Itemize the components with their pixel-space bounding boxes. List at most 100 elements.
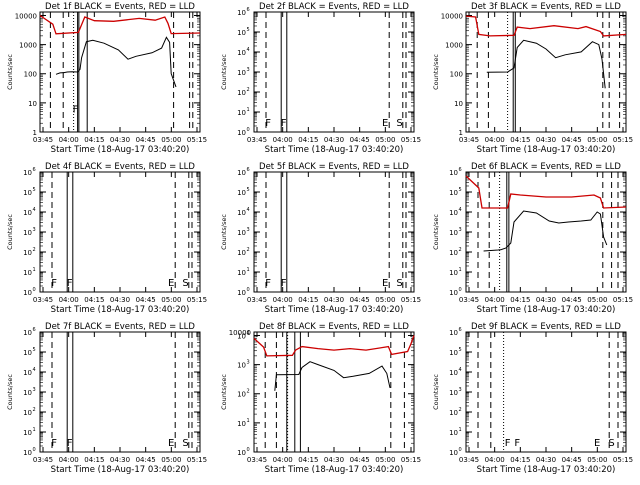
- x-axis-label: Start Time (18-Aug-17 03:40:20): [51, 145, 190, 155]
- flag-label: F: [514, 438, 520, 449]
- y-tick-exponent: 0: [33, 287, 36, 293]
- plot-frame: [253, 11, 415, 133]
- y-tick-exponent: 2: [33, 247, 36, 253]
- y-tick-exponent: 5: [247, 27, 250, 33]
- panel-4: Det 4f BLACK = Events, RED = LLD Counts/s…: [6, 162, 207, 315]
- x-tick-label: 04:00: [59, 456, 79, 464]
- x-tick-label: 04:30: [324, 296, 344, 304]
- y-tick-label: 10: [23, 209, 32, 217]
- panel-title: Det 8f BLACK = Events, RED = LLD: [259, 322, 409, 332]
- y-tick-label: 10: [23, 229, 32, 237]
- y-tick-exponent: 4: [247, 207, 250, 213]
- y-axis-label: Counts/sec: [220, 374, 228, 410]
- flag-label: E: [168, 278, 174, 289]
- y-tick-exponent: 1: [33, 427, 36, 433]
- x-tick-label: 04:15: [510, 296, 530, 304]
- y-tick-exponent: 4: [247, 330, 250, 336]
- x-tick-label: 05:15: [401, 136, 421, 144]
- y-tick-label: 10: [23, 369, 32, 377]
- y-axis-label: Counts/sec: [220, 54, 228, 90]
- y-tick-label: 10: [449, 329, 458, 337]
- lld-rate-line: [465, 15, 627, 37]
- y-tick-label: 10: [23, 249, 32, 257]
- y-tick-exponent: 4: [459, 207, 462, 213]
- x-axis-label: Start Time (18-Aug-17 03:40:20): [51, 305, 190, 315]
- flag-label: F: [265, 118, 271, 129]
- x-tick-label: 04:00: [273, 296, 293, 304]
- x-tick-label: 04:45: [136, 136, 156, 144]
- y-tick-label: 1: [459, 129, 463, 137]
- y-tick-exponent: 1: [247, 418, 250, 424]
- y-tick-label: 10000: [15, 12, 37, 20]
- y-tick-label: 10: [23, 289, 32, 297]
- x-tick-label: 05:15: [401, 456, 421, 464]
- panel-5: Det 5f BLACK = Events, RED = LLD Counts/s…: [220, 162, 421, 315]
- y-tick-exponent: 0: [33, 447, 36, 453]
- x-tick-label: 03:45: [459, 456, 479, 464]
- y-tick-exponent: 2: [33, 407, 36, 413]
- lld-rate-line: [465, 175, 627, 209]
- y-tick-exponent: 2: [459, 247, 462, 253]
- y-tick-exponent: 1: [459, 427, 462, 433]
- panel-1: Det 1f BLACK = Events, RED = LLD Counts/s…: [6, 2, 207, 155]
- x-tick-label: 03:45: [247, 456, 267, 464]
- x-tick-label: 04:45: [350, 296, 370, 304]
- y-tick-exponent: 3: [247, 360, 250, 366]
- plot-frame: [39, 171, 201, 293]
- x-tick-label: 04:15: [298, 456, 318, 464]
- y-tick-exponent: 4: [459, 367, 462, 373]
- x-tick-label: 03:45: [33, 136, 53, 144]
- panel-8: Det 8f BLACK = Events, RED = LLD Counts/s…: [220, 322, 421, 475]
- x-tick-label: 05:15: [187, 456, 207, 464]
- plot-frame: [253, 171, 415, 293]
- y-tick-label: 10: [23, 269, 32, 277]
- plot-frame: [465, 331, 627, 453]
- y-tick-label: 100: [24, 71, 37, 79]
- x-tick-label: 05:00: [161, 456, 181, 464]
- x-tick-label: 05:00: [587, 136, 607, 144]
- y-tick-exponent: 6: [247, 167, 250, 173]
- lld-rate-line: [253, 335, 415, 357]
- x-tick-label: 05:15: [613, 456, 633, 464]
- flag-label: F: [265, 278, 271, 289]
- x-axis-label: Start Time (18-Aug-17 03:40:20): [265, 465, 404, 475]
- y-tick-exponent: 2: [459, 407, 462, 413]
- event-rate-line: [55, 36, 177, 88]
- panel-title: Det 2f BLACK = Events, RED = LLD: [259, 2, 409, 12]
- y-tick-label: 10: [237, 362, 246, 370]
- y-tick-exponent: 1: [33, 267, 36, 273]
- y-tick-exponent: 1: [247, 267, 250, 273]
- flag-label: E: [382, 278, 388, 289]
- y-tick-label: 10: [237, 249, 246, 257]
- flag-label: F: [51, 438, 57, 449]
- panel-title: Det 1f BLACK = Events, RED = LLD: [45, 2, 195, 12]
- y-tick-exponent: 0: [247, 447, 250, 453]
- flag-label: E: [168, 438, 174, 449]
- x-tick-label: 05:15: [187, 296, 207, 304]
- x-tick-label: 04:30: [536, 296, 556, 304]
- y-tick-label: 1: [33, 129, 37, 137]
- y-tick-label: 10: [449, 189, 458, 197]
- x-tick-label: 04:45: [562, 136, 582, 144]
- y-tick-exponent: 1: [459, 267, 462, 273]
- y-tick-label: 10: [237, 49, 246, 57]
- y-tick-label: 10: [237, 129, 246, 137]
- y-tick-exponent: 2: [247, 87, 250, 93]
- lld-rate-line: [39, 14, 201, 35]
- y-tick-label: 10: [23, 169, 32, 177]
- y-tick-label: 10: [449, 229, 458, 237]
- y-tick-label: 10: [23, 449, 32, 457]
- x-tick-label: 04:15: [84, 296, 104, 304]
- x-axis-label: Start Time (18-Aug-17 03:40:20): [477, 465, 616, 475]
- y-tick-label: 10: [23, 349, 32, 357]
- panel-2: Det 2f BLACK = Events, RED = LLD Counts/s…: [220, 2, 421, 155]
- x-axis-label: Start Time (18-Aug-17 03:40:20): [477, 145, 616, 155]
- y-tick-label: 10: [23, 189, 32, 197]
- flag-label: S: [396, 278, 402, 289]
- y-tick-label: 1000: [19, 42, 37, 50]
- y-tick-label: 10: [237, 229, 246, 237]
- y-tick-exponent: 3: [33, 387, 36, 393]
- x-tick-label: 04:00: [273, 136, 293, 144]
